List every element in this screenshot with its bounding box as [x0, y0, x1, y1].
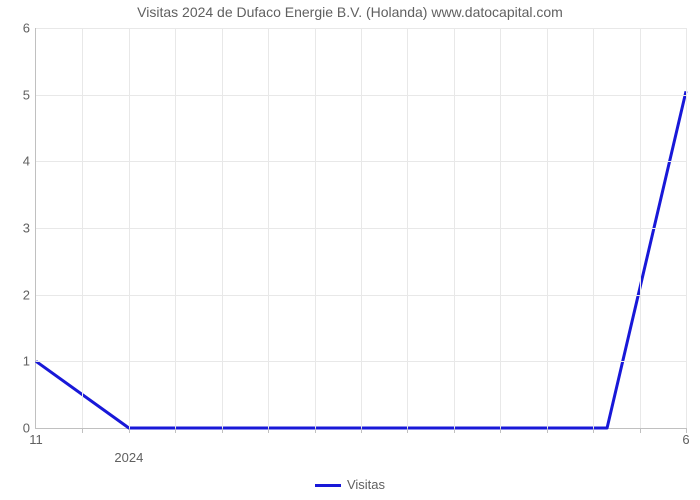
grid-line-v [547, 28, 548, 428]
grid-line-v [175, 28, 176, 428]
x-tick-mark [500, 428, 501, 433]
x-tick-mark [129, 428, 130, 433]
grid-line-v [500, 28, 501, 428]
legend-label: Visitas [347, 477, 385, 492]
x-tick-mark [547, 428, 548, 433]
x-left-label: 11 [29, 432, 43, 447]
grid-line-v [454, 28, 455, 428]
legend-swatch [315, 484, 341, 487]
x-sub-label: 2024 [114, 450, 143, 465]
grid-line-v [222, 28, 223, 428]
grid-line-v [361, 28, 362, 428]
y-tick-label: 3 [23, 221, 30, 236]
y-tick-label: 1 [23, 354, 30, 369]
grid-line-v [407, 28, 408, 428]
x-tick-mark [222, 428, 223, 433]
x-tick-mark [82, 428, 83, 433]
grid-line-v [82, 28, 83, 428]
grid-line-v [315, 28, 316, 428]
y-tick-label: 5 [23, 87, 30, 102]
grid-line-v [593, 28, 594, 428]
legend: Visitas [0, 477, 700, 492]
x-tick-mark [268, 428, 269, 433]
x-tick-mark [361, 428, 362, 433]
x-tick-mark [593, 428, 594, 433]
x-tick-mark [407, 428, 408, 433]
x-tick-mark [175, 428, 176, 433]
grid-line-v [686, 28, 687, 428]
x-right-label: 6 [682, 432, 689, 447]
grid-line-v [129, 28, 130, 428]
plot-area: 01234561162024 [35, 28, 686, 429]
y-tick-label: 2 [23, 287, 30, 302]
grid-line-v [640, 28, 641, 428]
chart-title: Visitas 2024 de Dufaco Energie B.V. (Hol… [0, 4, 700, 20]
x-tick-mark [640, 428, 641, 433]
y-tick-label: 6 [23, 21, 30, 36]
grid-line-v [268, 28, 269, 428]
x-tick-mark [454, 428, 455, 433]
y-tick-label: 4 [23, 154, 30, 169]
x-tick-mark [315, 428, 316, 433]
chart-container: Visitas 2024 de Dufaco Energie B.V. (Hol… [0, 0, 700, 500]
